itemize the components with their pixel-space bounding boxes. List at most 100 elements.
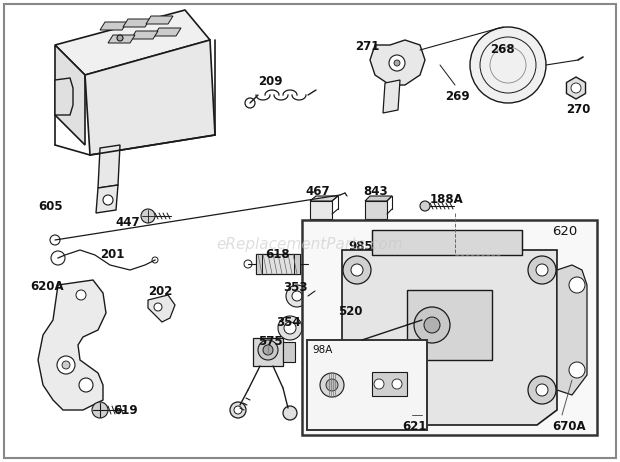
Bar <box>369 267 375 272</box>
Bar <box>372 372 407 396</box>
Polygon shape <box>98 145 120 188</box>
Text: 270: 270 <box>566 103 590 116</box>
Circle shape <box>536 384 548 396</box>
Circle shape <box>79 378 93 392</box>
Circle shape <box>569 277 585 293</box>
Circle shape <box>389 55 405 71</box>
Polygon shape <box>123 19 150 27</box>
Circle shape <box>76 290 86 300</box>
Circle shape <box>392 379 402 389</box>
Circle shape <box>103 195 113 205</box>
Text: 268: 268 <box>490 43 515 56</box>
Polygon shape <box>557 265 587 395</box>
Polygon shape <box>85 40 215 155</box>
Polygon shape <box>55 78 73 115</box>
Circle shape <box>394 60 400 66</box>
Bar <box>256 254 262 274</box>
Bar <box>357 244 363 249</box>
Polygon shape <box>38 280 106 410</box>
Text: 353: 353 <box>283 281 308 294</box>
Polygon shape <box>108 35 135 43</box>
Circle shape <box>374 379 384 389</box>
Circle shape <box>62 361 70 369</box>
Circle shape <box>569 362 585 378</box>
Circle shape <box>117 35 123 41</box>
Polygon shape <box>55 10 210 75</box>
Circle shape <box>414 307 450 343</box>
Circle shape <box>141 209 155 223</box>
Text: 467: 467 <box>305 185 330 198</box>
Text: 575: 575 <box>258 335 283 348</box>
Circle shape <box>528 376 556 404</box>
Text: 620A: 620A <box>30 280 64 293</box>
Text: 620: 620 <box>552 225 577 238</box>
Polygon shape <box>154 28 181 36</box>
Circle shape <box>234 406 242 414</box>
Circle shape <box>278 316 302 340</box>
Polygon shape <box>383 80 400 113</box>
Bar <box>283 342 295 362</box>
Circle shape <box>154 303 162 311</box>
Text: 269: 269 <box>445 90 469 103</box>
Circle shape <box>343 376 371 404</box>
Polygon shape <box>370 40 425 85</box>
Polygon shape <box>96 185 118 213</box>
Circle shape <box>340 315 350 325</box>
Circle shape <box>320 373 344 397</box>
Polygon shape <box>100 22 127 30</box>
Circle shape <box>424 317 440 333</box>
Text: 209: 209 <box>258 75 283 88</box>
Polygon shape <box>342 250 557 425</box>
Bar <box>365 201 387 219</box>
Bar <box>256 254 300 274</box>
Text: 354: 354 <box>276 316 301 329</box>
Circle shape <box>343 256 371 284</box>
Circle shape <box>351 264 363 276</box>
Circle shape <box>326 379 338 391</box>
Text: 447: 447 <box>115 216 140 229</box>
Bar <box>310 201 332 219</box>
Text: eReplacementParts.com: eReplacementParts.com <box>216 237 404 253</box>
Circle shape <box>258 340 278 360</box>
Bar <box>372 230 522 255</box>
Circle shape <box>420 201 430 211</box>
Circle shape <box>286 285 308 307</box>
Circle shape <box>57 356 75 374</box>
Text: 188A: 188A <box>430 193 464 206</box>
Text: 985: 985 <box>348 240 373 253</box>
Bar <box>355 249 377 267</box>
Circle shape <box>571 83 581 93</box>
Circle shape <box>528 256 556 284</box>
Text: 670A: 670A <box>552 420 586 433</box>
Bar <box>294 254 300 274</box>
Circle shape <box>351 384 363 396</box>
Bar <box>407 290 492 360</box>
Polygon shape <box>131 31 158 39</box>
Bar <box>357 267 363 272</box>
Polygon shape <box>310 196 338 201</box>
Text: 843: 843 <box>363 185 388 198</box>
Polygon shape <box>365 196 392 201</box>
Bar <box>369 244 375 249</box>
Circle shape <box>292 291 302 301</box>
Circle shape <box>470 27 546 103</box>
Text: 618: 618 <box>265 248 290 261</box>
Text: 619: 619 <box>113 404 138 417</box>
Text: 201: 201 <box>100 248 125 261</box>
Bar <box>307 340 427 430</box>
Text: 520: 520 <box>338 305 363 318</box>
Text: 98A: 98A <box>312 345 332 355</box>
Polygon shape <box>148 295 175 322</box>
Text: 271: 271 <box>355 40 379 53</box>
Text: 202: 202 <box>148 285 172 298</box>
Polygon shape <box>55 45 85 145</box>
Circle shape <box>536 264 548 276</box>
Text: 621: 621 <box>402 420 427 433</box>
Circle shape <box>283 406 297 420</box>
Polygon shape <box>567 77 585 99</box>
Bar <box>337 310 353 330</box>
Circle shape <box>284 322 296 334</box>
Bar <box>302 220 597 435</box>
Circle shape <box>92 402 108 418</box>
Text: 605: 605 <box>38 200 63 213</box>
